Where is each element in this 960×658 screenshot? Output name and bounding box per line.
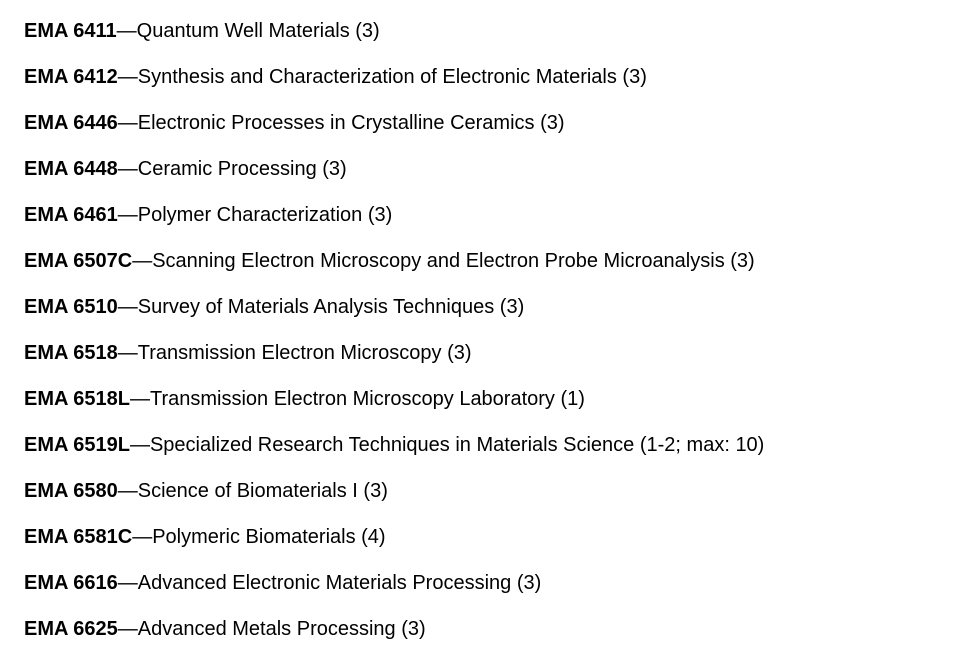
course-title: Ceramic Processing (3) xyxy=(138,158,347,180)
course-entry: EMA 6581C—Polymeric Biomaterials (4) xyxy=(24,524,936,551)
course-code: EMA 6510 xyxy=(24,296,118,318)
course-code: EMA 6616 xyxy=(24,572,118,594)
course-entry: EMA 6625—Advanced Metals Processing (3) xyxy=(24,616,936,643)
course-entry: EMA 6448—Ceramic Processing (3) xyxy=(24,156,936,183)
course-entry: EMA 6446—Electronic Processes in Crystal… xyxy=(24,110,936,137)
course-entry: EMA 6519L—Specialized Research Technique… xyxy=(24,432,936,459)
course-list: EMA 6411—Quantum Well Materials (3)EMA 6… xyxy=(0,0,960,643)
course-title: Advanced Metals Processing (3) xyxy=(138,618,426,640)
course-code: EMA 6581C xyxy=(24,526,132,548)
course-title: Specialized Research Techniques in Mater… xyxy=(150,434,764,456)
course-code: EMA 6518L xyxy=(24,388,130,410)
course-entry: EMA 6518L—Transmission Electron Microsco… xyxy=(24,386,936,413)
course-title: Scanning Electron Microscopy and Electro… xyxy=(152,250,755,272)
course-entry: EMA 6412—Synthesis and Characterization … xyxy=(24,64,936,91)
course-title: Transmission Electron Microscopy Laborat… xyxy=(150,388,585,410)
course-title: Transmission Electron Microscopy (3) xyxy=(138,342,472,364)
course-code: EMA 6461 xyxy=(24,204,118,226)
course-code: EMA 6507C xyxy=(24,250,132,272)
course-title: Synthesis and Characterization of Electr… xyxy=(138,66,647,88)
course-code: EMA 6518 xyxy=(24,342,118,364)
course-code: EMA 6411 xyxy=(24,20,117,42)
course-title: Survey of Materials Analysis Techniques … xyxy=(138,296,524,318)
course-code: EMA 6519L xyxy=(24,434,130,456)
course-title: Electronic Processes in Crystalline Cera… xyxy=(138,112,565,134)
course-entry: EMA 6507C—Scanning Electron Microscopy a… xyxy=(24,248,936,275)
course-code: EMA 6448 xyxy=(24,158,118,180)
course-code: EMA 6580 xyxy=(24,480,118,502)
course-code: EMA 6412 xyxy=(24,66,118,88)
course-title: Advanced Electronic Materials Processing… xyxy=(138,572,542,594)
course-entry: EMA 6411—Quantum Well Materials (3) xyxy=(24,18,936,45)
course-title: Science of Biomaterials I (3) xyxy=(138,480,388,502)
course-entry: EMA 6518—Transmission Electron Microscop… xyxy=(24,340,936,367)
course-entry: EMA 6580—Science of Biomaterials I (3) xyxy=(24,478,936,505)
course-entry: EMA 6616—Advanced Electronic Materials P… xyxy=(24,570,936,597)
course-entry: EMA 6510—Survey of Materials Analysis Te… xyxy=(24,294,936,321)
course-entry: EMA 6461—Polymer Characterization (3) xyxy=(24,202,936,229)
course-title: Polymer Characterization (3) xyxy=(138,204,393,226)
course-code: EMA 6446 xyxy=(24,112,118,134)
course-title: Polymeric Biomaterials (4) xyxy=(152,526,385,548)
course-code: EMA 6625 xyxy=(24,618,118,640)
course-title: Quantum Well Materials (3) xyxy=(137,20,380,42)
